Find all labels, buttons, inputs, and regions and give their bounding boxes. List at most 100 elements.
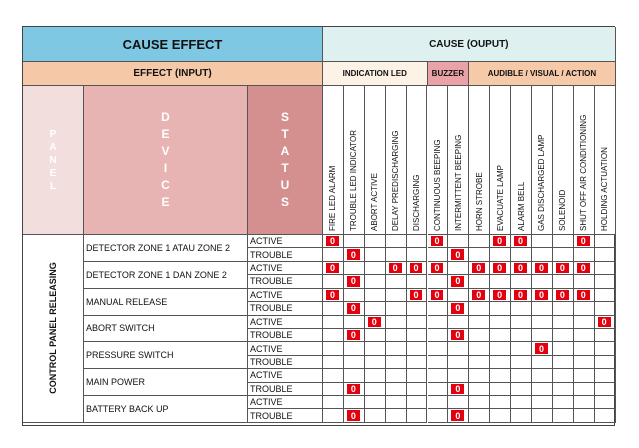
action-mark: 0 <box>346 383 360 395</box>
matrix-cell <box>406 235 428 249</box>
panel-name-label: CONTROL PANEL RELEASING <box>48 262 59 395</box>
output-column-label: FIRE LED ALARM <box>328 165 338 231</box>
matrix-cell <box>427 355 449 370</box>
matrix-cell <box>552 355 574 370</box>
matrix-cell <box>552 248 574 262</box>
status-cell: ACTIVE <box>248 235 323 249</box>
matrix-cell <box>364 382 386 397</box>
matrix-cell <box>511 248 532 262</box>
action-mark: 0 <box>367 316 381 327</box>
matrix-cell: 0 <box>532 261 553 276</box>
group-heading-label: INDICATION LED <box>342 69 407 78</box>
matrix-cell: 0 <box>490 288 512 303</box>
matrix-cell <box>323 315 344 329</box>
panel-heading-text: P A N E L <box>49 128 57 192</box>
matrix-cell <box>511 369 532 383</box>
matrix-cell <box>594 396 616 410</box>
output-column-label: HORN STROBE <box>474 172 484 231</box>
matrix-cell: 0 <box>511 261 532 276</box>
output-column-1: FIRE LED ALARM <box>323 86 344 235</box>
matrix-cell <box>406 382 428 397</box>
status-label: TROUBLE <box>250 330 293 341</box>
matrix-cell <box>469 328 491 343</box>
action-mark: 0 <box>555 289 569 301</box>
matrix-cell <box>573 396 595 410</box>
action-mark: 0 <box>326 289 339 301</box>
matrix-cell: 0 <box>511 235 532 249</box>
status-label: TROUBLE <box>250 410 293 421</box>
action-mark: 0 <box>409 262 423 274</box>
matrix-cell: 0 <box>573 261 595 276</box>
matrix-cell <box>469 409 491 423</box>
group-heading-indication-led: INDICATION LED <box>323 62 428 86</box>
matrix-cell <box>573 409 595 423</box>
group-heading-label: BUZZER <box>431 69 465 78</box>
matrix-cell <box>385 248 407 262</box>
matrix-cell <box>490 355 512 370</box>
output-column-10: ALARM BELL <box>511 86 532 235</box>
device-cell: MANUAL RELEASE <box>84 288 248 316</box>
status-cell: ACTIVE <box>248 396 323 410</box>
cause-output-heading: CAUSE (OUPUT) <box>323 27 616 62</box>
matrix-cell <box>594 342 616 356</box>
action-mark: 0 <box>451 410 465 421</box>
output-column-label: SOLENOID <box>558 189 568 231</box>
matrix-cell <box>364 342 386 356</box>
matrix-cell <box>427 369 449 383</box>
matrix-cell <box>385 355 407 370</box>
matrix-cell <box>385 396 407 410</box>
matrix-cell <box>490 409 512 423</box>
device-cell: ABORT SWITCH <box>84 315 248 343</box>
matrix-cell <box>552 302 574 316</box>
matrix-cell <box>532 315 553 329</box>
status-cell: TROUBLE <box>248 355 323 370</box>
matrix-cell <box>532 235 553 249</box>
output-column-label: GAS DISCHARGED LAMP <box>537 134 547 231</box>
matrix-cell <box>364 409 386 423</box>
output-column-6: CONTINUOUS BEEPING <box>427 86 449 235</box>
device-name: DETECTOR ZONE 1 ATAU ZONE 2 <box>86 242 231 253</box>
matrix-cell <box>469 302 491 316</box>
matrix-cell <box>552 342 574 356</box>
matrix-cell <box>385 302 407 316</box>
output-column-11: GAS DISCHARGED LAMP <box>532 86 553 235</box>
matrix-cell <box>594 328 616 343</box>
matrix-cell <box>552 382 574 397</box>
matrix-cell <box>385 315 407 329</box>
output-column-5: DISCHARGING <box>406 86 428 235</box>
action-mark: 0 <box>346 303 360 314</box>
device-name: MAIN POWER <box>86 377 146 388</box>
matrix-cell <box>427 382 449 397</box>
matrix-cell <box>448 288 470 303</box>
status-label: ACTIVE <box>250 289 283 300</box>
matrix-cell: 0 <box>552 261 574 276</box>
action-mark: 0 <box>555 262 569 274</box>
matrix-cell <box>448 315 470 329</box>
matrix-cell <box>385 288 407 303</box>
matrix-cell <box>552 275 574 289</box>
matrix-cell: 0 <box>490 235 512 249</box>
cause-output-title: CAUSE (OUPUT) <box>429 38 509 50</box>
matrix-cell <box>323 355 344 370</box>
matrix-cell <box>573 369 595 383</box>
action-mark: 0 <box>409 289 423 301</box>
matrix-cell <box>594 261 616 276</box>
matrix-cell <box>427 315 449 329</box>
output-column-13: SHUT OFF AIR CONDITIONING <box>573 86 595 235</box>
output-column-7: INTERMITTENT BEEPING <box>448 86 470 235</box>
matrix-cell: 0 <box>343 328 365 343</box>
device-name: PRESSURE SWITCH <box>86 350 174 361</box>
action-mark: 0 <box>451 383 465 395</box>
matrix-cell <box>343 369 365 383</box>
action-mark: 0 <box>493 236 507 247</box>
matrix-cell <box>343 342 365 356</box>
output-column-8: HORN STROBE <box>469 86 491 235</box>
status-label: ACTIVE <box>250 263 283 274</box>
status-label: TROUBLE <box>250 249 293 260</box>
matrix-cell <box>469 355 491 370</box>
matrix-cell <box>385 369 407 383</box>
matrix-cell <box>448 342 470 356</box>
device-column-heading: D E V I C E <box>84 86 248 235</box>
output-column-label: ALARM BELL <box>516 181 526 231</box>
matrix-cell <box>469 342 491 356</box>
